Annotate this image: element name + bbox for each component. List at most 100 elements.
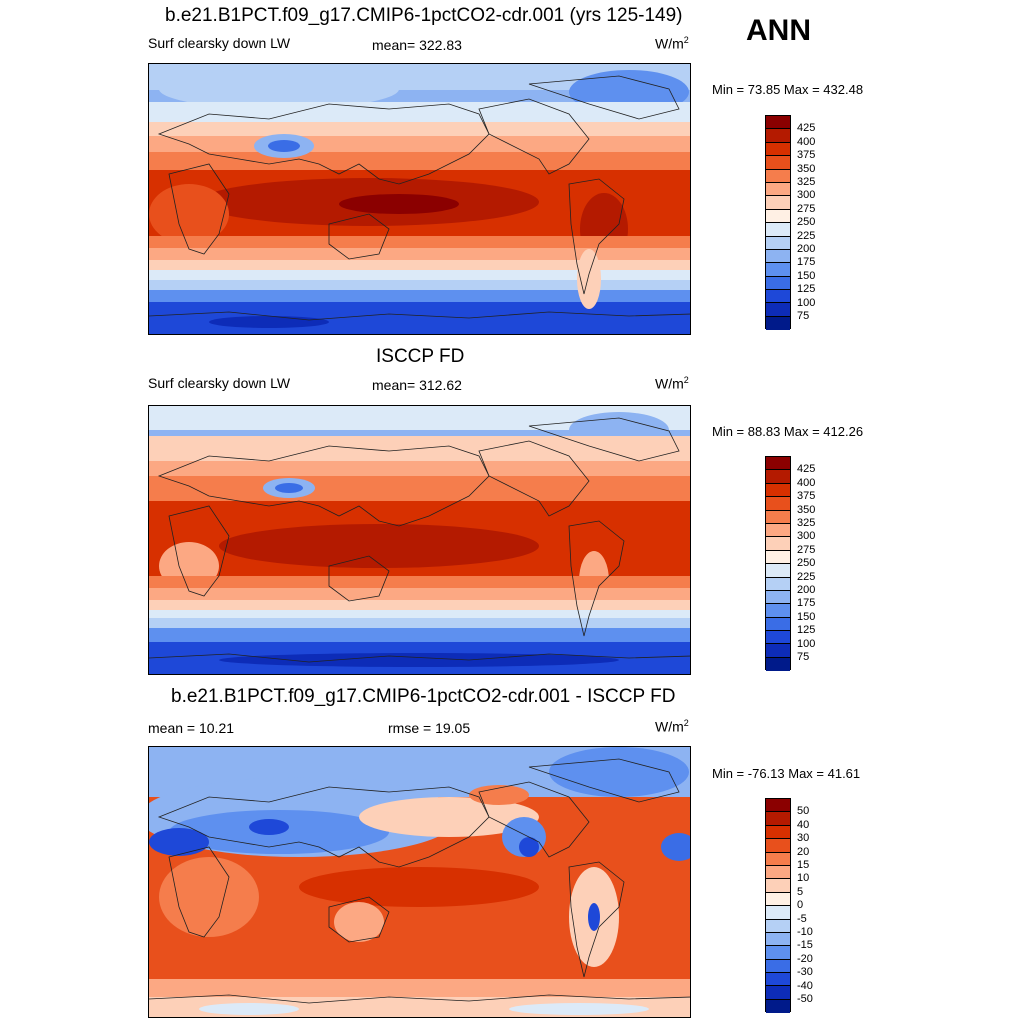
colorbar-label: -5 (797, 912, 807, 925)
colorbar-label: 250 (797, 557, 816, 570)
colorbar-label: 200 (797, 584, 816, 596)
colorbar-box (766, 156, 790, 170)
colorbar-box (766, 249, 790, 264)
colorbar-box (766, 316, 790, 331)
colorbar-box (766, 263, 790, 277)
colorbar-label: 275 (797, 202, 816, 215)
colorbar-label: -30 (797, 966, 813, 979)
colorbar-label: 200 (797, 243, 816, 255)
colorbar-label: 375 (797, 149, 816, 162)
colorbar-label: 150 (797, 610, 816, 623)
panel-2-coastlines (149, 417, 690, 663)
panel-2-minmax: Min = 88.83 Max = 412.26 (712, 424, 864, 439)
panel-3-minmax: Min = -76.13 Max = 41.61 (712, 766, 861, 781)
colorbar-box (766, 182, 790, 197)
colorbar-label: 10 (797, 872, 810, 885)
panel-3-colorbar (765, 798, 791, 1014)
colorbar-box (766, 617, 790, 632)
colorbar-label: 375 (797, 490, 816, 503)
colorbar-label: -20 (797, 952, 813, 965)
colorbar-box (766, 550, 790, 565)
colorbar-box (766, 497, 790, 511)
colorbar-box (766, 457, 790, 471)
colorbar-label: 50 (797, 805, 810, 818)
panel-1-map (148, 63, 691, 335)
colorbar-box (766, 852, 790, 866)
panel-2-units: W/m2 (655, 375, 689, 392)
colorbar-label: 225 (797, 570, 816, 583)
colorbar-label: 350 (797, 162, 816, 175)
colorbar-label: -40 (797, 979, 813, 992)
colorbar-label: 275 (797, 543, 816, 556)
colorbar-label: 100 (797, 296, 816, 309)
panel-1-variable-label: Surf clearsky down LW (148, 35, 291, 51)
panel-3-map-svg (149, 747, 690, 1017)
colorbar-box (766, 236, 790, 250)
colorbar-box (766, 644, 790, 658)
panel-1-minmax: Min = 73.85 Max = 432.48 (712, 82, 864, 97)
colorbar-label: 0 (797, 899, 804, 912)
colorbar-label: 30 (797, 832, 810, 845)
colorbar-box (766, 999, 790, 1014)
colorbar-box (766, 892, 790, 907)
colorbar-label: 325 (797, 517, 816, 529)
colorbar-label: 425 (797, 122, 816, 135)
panel-2-mean-label: mean= 312.62 (372, 377, 462, 393)
colorbar-label: -15 (797, 939, 813, 952)
panel-2-map (148, 405, 691, 675)
colorbar-label: 15 (797, 859, 810, 871)
panel-2-colorbar (765, 456, 791, 672)
colorbar-box (766, 865, 790, 880)
colorbar-label: 125 (797, 283, 816, 296)
colorbar-box (766, 303, 790, 317)
panel-2-title: ISCCP FD (376, 346, 465, 367)
panel-3-rmse-label: rmse = 19.05 (388, 720, 471, 736)
colorbar-label: 40 (797, 818, 810, 831)
panel-3-map (148, 746, 691, 1018)
colorbar-box (766, 604, 790, 618)
colorbar-box (766, 537, 790, 551)
colorbar-box (766, 483, 790, 498)
colorbar-label: 250 (797, 216, 816, 229)
colorbar-box (766, 631, 790, 645)
season-label: ANN (746, 14, 811, 47)
colorbar-box (766, 169, 790, 183)
colorbar-box (766, 919, 790, 933)
panel-1-field (149, 64, 690, 334)
colorbar-box (766, 986, 790, 1000)
colorbar-box (766, 839, 790, 853)
colorbar-box (766, 946, 790, 960)
colorbar-label: 20 (797, 845, 810, 858)
colorbar-box (766, 959, 790, 974)
panel-3-title: b.e21.B1PCT.f09_g17.CMIP6-1pctCO2-cdr.00… (171, 686, 676, 707)
colorbar-box (766, 973, 790, 987)
panel-3-coastlines (149, 758, 690, 1004)
colorbar-label: 425 (797, 463, 816, 476)
colorbar-box (766, 879, 790, 893)
colorbar-box (766, 564, 790, 578)
colorbar-box (766, 470, 790, 484)
panel-2-map-svg (149, 406, 690, 674)
colorbar-label: 325 (797, 176, 816, 188)
colorbar-label: 350 (797, 503, 816, 516)
colorbar-label: 225 (797, 229, 816, 242)
colorbar-box (766, 590, 790, 605)
colorbar-box (766, 523, 790, 538)
panel-1-colorbar (765, 115, 791, 331)
colorbar-label: 175 (797, 256, 816, 269)
colorbar-box (766, 116, 790, 130)
colorbar-box (766, 799, 790, 813)
colorbar-box (766, 223, 790, 237)
colorbar-label: 175 (797, 597, 816, 610)
colorbar-label: 300 (797, 189, 816, 202)
colorbar-box (766, 812, 790, 826)
colorbar-label: 75 (797, 651, 810, 663)
colorbar-box (766, 142, 790, 157)
colorbar-label: 150 (797, 269, 816, 282)
colorbar-box (766, 932, 790, 947)
panel-1-map-svg (149, 64, 690, 334)
colorbar-box (766, 510, 790, 524)
colorbar-label: 400 (797, 135, 816, 148)
panel-3-field (149, 747, 690, 1017)
colorbar-label: 125 (797, 624, 816, 637)
